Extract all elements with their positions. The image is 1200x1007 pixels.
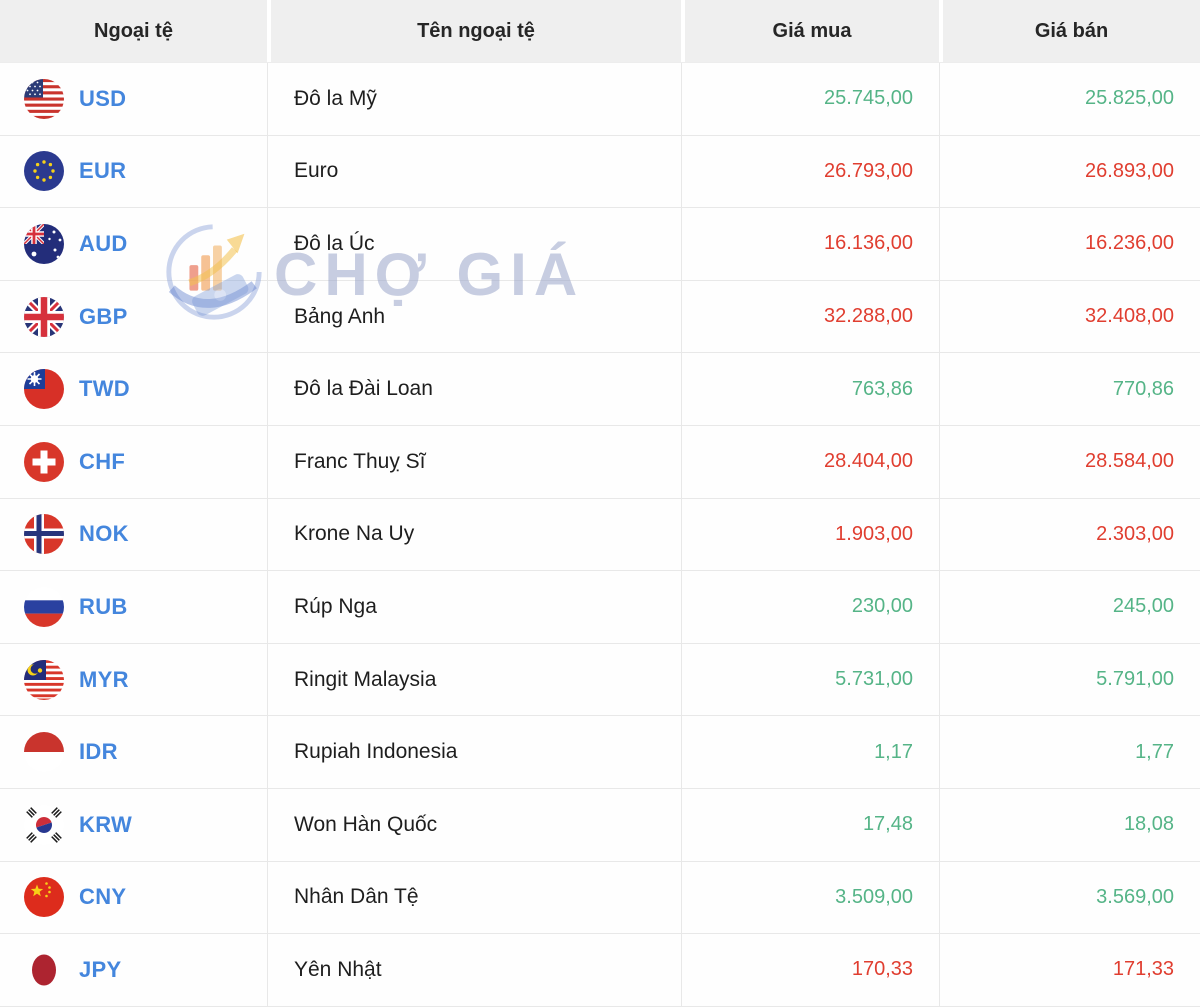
sell-price: 171,33 (939, 934, 1200, 1006)
eu-flag-icon (24, 151, 64, 192)
currency-code[interactable]: CNY (79, 884, 127, 910)
buy-price: 28.404,00 (681, 425, 939, 498)
currency-code[interactable]: RUB (79, 593, 128, 619)
currency-cell: JPY (0, 934, 267, 1006)
currency-code[interactable]: KRW (79, 811, 133, 837)
buy-price: 170,33 (681, 934, 939, 1006)
table-row: CHF Franc Thuỵ Sĩ 28.404,00 28.584,00 (0, 425, 1200, 499)
sell-price: 1,77 (939, 716, 1200, 788)
currency-name: Nhân Dân Tệ (267, 861, 681, 934)
currency-code[interactable]: GBP (79, 303, 128, 329)
currency-name: Franc Thuỵ Sĩ (267, 425, 681, 498)
currency-name: Bảng Anh (267, 280, 681, 353)
currency-name: Ringit Malaysia (267, 643, 681, 716)
us-flag-icon (24, 78, 64, 119)
currency-name: Đô la Úc (267, 208, 681, 280)
uk-flag-icon (24, 296, 64, 337)
buy-price: 32.288,00 (681, 280, 939, 353)
header-currency: Ngoại tệ (0, 0, 267, 62)
currency-cell: IDR (0, 716, 267, 788)
table-row: AUD Đô la Úc 16.136,00 16.236,00 (0, 208, 1200, 281)
buy-price: 3.509,00 (681, 861, 939, 934)
currency-code[interactable]: IDR (79, 739, 118, 765)
sell-price: 3.569,00 (939, 861, 1200, 934)
table-row: CNY Nhân Dân Tệ 3.509,00 3.569,00 (0, 861, 1200, 935)
indonesia-flag-icon (24, 732, 64, 773)
sell-price: 26.893,00 (939, 135, 1200, 208)
header-buy-price: Giá mua (681, 0, 939, 62)
currency-cell: GBP (0, 281, 267, 353)
table-row: NOK Krone Na Uy 1.903,00 2.303,00 (0, 498, 1200, 572)
currency-cell: NOK (0, 499, 267, 571)
buy-price: 1.903,00 (681, 498, 939, 571)
buy-price: 16.136,00 (681, 208, 939, 280)
currency-name: Won Hàn Quốc (267, 788, 681, 861)
south-korea-flag-icon (24, 804, 64, 845)
table-row: TWD Đô la Đài Loan 763,86 770,86 (0, 353, 1200, 426)
currency-code[interactable]: USD (79, 85, 127, 111)
buy-price: 230,00 (681, 571, 939, 643)
currency-code[interactable]: NOK (79, 521, 129, 547)
table-body: USD Đô la Mỹ 25.745,00 25.825,00 EUR Eur… (0, 62, 1200, 1007)
table-row: JPY Yên Nhật 170,33 171,33 (0, 934, 1200, 1007)
currency-code[interactable]: TWD (79, 376, 130, 402)
table-row: MYR Ringit Malaysia 5.731,00 5.791,00 (0, 643, 1200, 717)
buy-price: 763,86 (681, 353, 939, 425)
currency-cell: AUD (0, 208, 267, 280)
currency-name: Euro (267, 135, 681, 208)
currency-name: Rúp Nga (267, 571, 681, 643)
header-sell-price: Giá bán (939, 0, 1200, 62)
table-row: USD Đô la Mỹ 25.745,00 25.825,00 (0, 63, 1200, 136)
buy-price: 1,17 (681, 716, 939, 788)
sell-price: 32.408,00 (939, 280, 1200, 353)
currency-name: Đô la Đài Loan (267, 353, 681, 425)
russia-flag-icon (24, 586, 64, 627)
table-header: Ngoại tệ Tên ngoại tệ Giá mua Giá bán (0, 0, 1200, 62)
china-flag-icon (24, 877, 64, 918)
currency-cell: TWD (0, 353, 267, 425)
sell-price: 2.303,00 (939, 498, 1200, 571)
currency-cell: RUB (0, 571, 267, 643)
currency-cell: USD (0, 63, 267, 135)
norway-flag-icon (24, 514, 64, 555)
currency-name: Krone Na Uy (267, 498, 681, 571)
currency-cell: EUR (0, 136, 267, 208)
table-row: KRW Won Hàn Quốc 17,48 18,08 (0, 788, 1200, 862)
currency-code[interactable]: CHF (79, 448, 126, 474)
japan-flag-icon (24, 950, 64, 990)
table-row: EUR Euro 26.793,00 26.893,00 (0, 135, 1200, 209)
currency-code[interactable]: AUD (79, 230, 128, 256)
currency-code[interactable]: MYR (79, 666, 129, 692)
australia-flag-icon (24, 223, 64, 264)
currency-cell: CNY (0, 862, 267, 934)
switzerland-flag-icon (24, 441, 64, 482)
currency-name: Rupiah Indonesia (267, 716, 681, 788)
sell-price: 28.584,00 (939, 425, 1200, 498)
currency-cell: KRW (0, 789, 267, 861)
table-row: GBP Bảng Anh 32.288,00 32.408,00 (0, 280, 1200, 354)
sell-price: 16.236,00 (939, 208, 1200, 280)
header-currency-name: Tên ngoại tệ (267, 0, 681, 62)
currency-name: Yên Nhật (267, 934, 681, 1006)
sell-price: 25.825,00 (939, 63, 1200, 135)
currency-code[interactable]: JPY (79, 956, 122, 982)
currency-cell: CHF (0, 426, 267, 498)
buy-price: 25.745,00 (681, 63, 939, 135)
taiwan-flag-icon (24, 369, 64, 410)
buy-price: 5.731,00 (681, 643, 939, 716)
sell-price: 5.791,00 (939, 643, 1200, 716)
table-row: IDR Rupiah Indonesia 1,17 1,77 (0, 716, 1200, 789)
currency-cell: MYR (0, 644, 267, 716)
buy-price: 17,48 (681, 788, 939, 861)
currency-code[interactable]: EUR (79, 158, 127, 184)
malaysia-flag-icon (24, 659, 64, 700)
table-row: RUB Rúp Nga 230,00 245,00 (0, 571, 1200, 644)
sell-price: 18,08 (939, 788, 1200, 861)
sell-price: 770,86 (939, 353, 1200, 425)
currency-name: Đô la Mỹ (267, 63, 681, 135)
sell-price: 245,00 (939, 571, 1200, 643)
buy-price: 26.793,00 (681, 135, 939, 208)
